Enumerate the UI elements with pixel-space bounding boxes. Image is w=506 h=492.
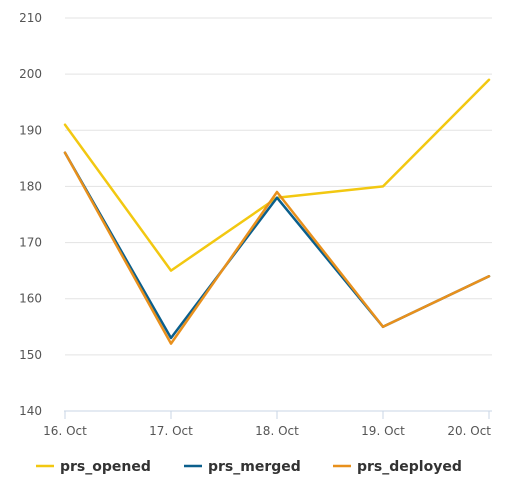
y-tick-label: 170: [19, 236, 42, 250]
series-line-prs-deployed[interactable]: [63, 151, 491, 345]
x-tick-label: 16. Oct: [43, 424, 87, 438]
series-line-prs-merged[interactable]: [63, 151, 491, 340]
y-tick-label: 210: [19, 11, 42, 25]
legend-label: prs_opened: [60, 459, 151, 475]
legend-label: prs_merged: [208, 459, 301, 475]
y-tick-label: 150: [19, 348, 42, 362]
legend-item-prs-deployed[interactable]: prs_deployed: [333, 459, 462, 475]
x-tick-label: 18. Oct: [255, 424, 299, 438]
y-tick-label: 180: [19, 179, 42, 193]
y-axis-labels: 140 150 160 170 180 190 200 210: [19, 11, 42, 418]
legend-item-prs-merged[interactable]: prs_merged: [184, 459, 301, 475]
x-axis: [64, 410, 492, 419]
gridlines: [65, 17, 492, 356]
x-axis-labels: 16. Oct 17. Oct 18. Oct 19. Oct 20. Oct: [43, 424, 491, 438]
legend-item-prs-opened[interactable]: prs_opened: [36, 459, 151, 475]
y-tick-label: 140: [19, 404, 42, 418]
x-tick-label: 19. Oct: [361, 424, 405, 438]
legend-label: prs_deployed: [357, 459, 462, 475]
x-tick-label: 20. Oct: [447, 424, 491, 438]
series-line-prs-opened[interactable]: [63, 78, 491, 272]
x-tick-label: 17. Oct: [149, 424, 193, 438]
y-tick-label: 190: [19, 123, 42, 137]
y-tick-label: 160: [19, 292, 42, 306]
legend: prs_opened prs_merged prs_deployed: [36, 459, 462, 475]
y-tick-label: 200: [19, 67, 42, 81]
series-lines: [63, 78, 491, 345]
